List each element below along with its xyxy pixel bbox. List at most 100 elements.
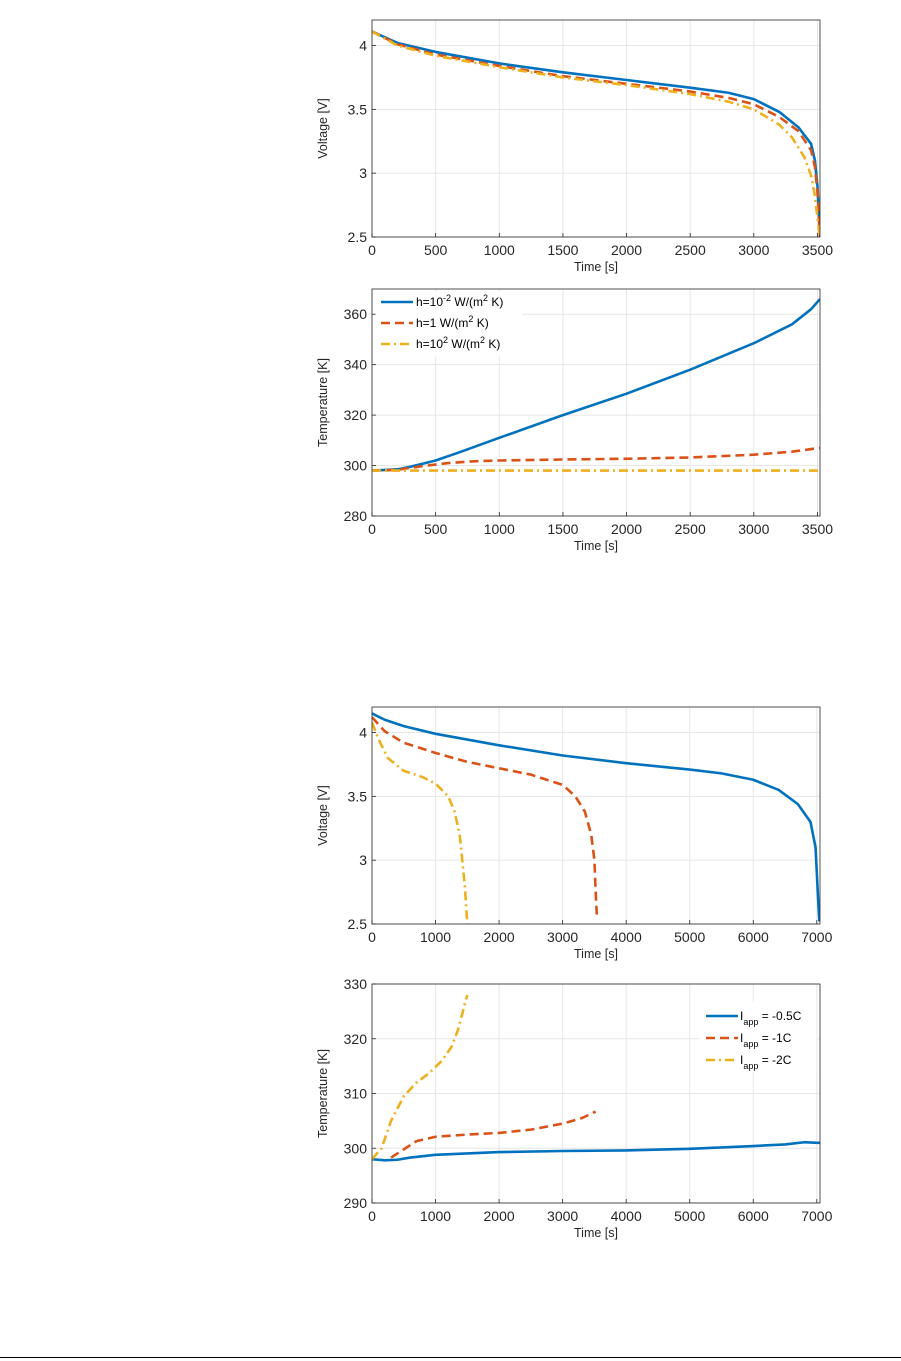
y-tick-label: 300 [344, 1140, 368, 1156]
chart-2: 0 500 1000 1500 2000 2500 3000 3500 280 300 320 340… [316, 288, 833, 553]
y-tick-label: 290 [344, 1195, 368, 1211]
y-axis-label: Temperature [K] [316, 358, 330, 447]
legend-text-part: = -0.5C [758, 1009, 801, 1023]
legend-text-part: K) [473, 316, 488, 330]
x-tick-label: 500 [424, 242, 448, 258]
chart-1: 0 500 1000 1500 2000 2500 3000 3500 2.5 3 3.5 4 Time… [316, 19, 833, 274]
legend-text-part: app [743, 1017, 758, 1027]
y-tick-label: 310 [344, 1086, 368, 1102]
x-tick-label: 1500 [547, 242, 578, 258]
x-tick-label: 2000 [484, 1208, 515, 1224]
plot-area [372, 707, 820, 924]
page-bottom-rule [0, 1357, 901, 1358]
legend-text-part: h=1 W/(m [416, 316, 468, 330]
legend-text-part: 2 [468, 314, 473, 324]
y-tick-label: 3 [359, 165, 367, 181]
x-tick-label: 5000 [674, 1208, 705, 1224]
legend-text-part: I [740, 1009, 743, 1023]
y-tick-label: 4 [359, 38, 367, 54]
x-tick-label: 3000 [547, 929, 578, 945]
legend-text-part: = -1C [758, 1031, 791, 1045]
axes-box [371, 706, 821, 925]
y-tick-label: 2.5 [348, 916, 368, 932]
plot-area [372, 20, 820, 237]
legend-text-part: 2 [443, 335, 448, 345]
legend-text-part: K) [485, 337, 500, 351]
x-tick-label: 2000 [484, 929, 515, 945]
legend-text-part: = -2C [758, 1053, 791, 1067]
x-axis-label: Time [s] [574, 260, 618, 274]
x-tick-label: 1000 [420, 1208, 451, 1224]
legend-text-part: 2 [483, 293, 488, 303]
legend-text-part: -2 [443, 293, 451, 303]
x-axis-label: Time [s] [574, 539, 618, 553]
x-tick-label: 0 [368, 1208, 376, 1224]
x-tick-label: 7000 [801, 929, 832, 945]
x-tick-label: 1500 [547, 521, 578, 537]
legend-text-part: 2 [480, 335, 485, 345]
x-axis-label: Time [s] [574, 1226, 618, 1240]
series-line-3 [372, 30, 820, 238]
legend-text-part: app [743, 1039, 758, 1049]
legend-label-2: Iapp = -1C [740, 1031, 792, 1049]
y-tick-label: 360 [344, 306, 368, 322]
x-tick-label: 2000 [611, 521, 642, 537]
x-tick-label: 3500 [802, 521, 833, 537]
x-tick-label: 3000 [547, 1208, 578, 1224]
legend-text-part: I [740, 1053, 743, 1067]
x-axis-label: Time [s] [574, 947, 618, 961]
x-tick-label: 3000 [738, 242, 769, 258]
y-tick-label: 3.5 [348, 788, 368, 804]
x-tick-label: 2500 [675, 521, 706, 537]
y-tick-label: 280 [344, 508, 368, 524]
x-tick-label: 0 [368, 242, 376, 258]
series-line-1 [372, 30, 820, 238]
legend-text-part: app [743, 1061, 758, 1071]
x-tick-label: 500 [424, 521, 448, 537]
y-tick-label: 300 [344, 458, 368, 474]
x-tick-label: 1000 [420, 929, 451, 945]
x-tick-label: 4000 [611, 1208, 642, 1224]
legend-text-part: I [740, 1031, 743, 1045]
series-line-3 [372, 994, 469, 1161]
series-line-2 [372, 446, 820, 472]
chart-4: 0 1000 2000 3000 4000 5000 6000 7000 290 300 310 32… [316, 976, 833, 1240]
legend-label-1: Iapp = -0.5C [740, 1009, 802, 1027]
axes-box [371, 19, 821, 238]
x-tick-label: 2000 [611, 242, 642, 258]
series-line-2 [372, 716, 599, 918]
legend-label-3: h=102 W/(m2 K) [416, 335, 500, 351]
legend-heat-transfer: h=10-2 W/(m2 K)h=1 W/(m2 K)h=102 W/(m2 K… [375, 291, 523, 357]
series-line-1 [372, 1140, 820, 1162]
x-tick-label: 0 [368, 521, 376, 537]
x-tick-label: 4000 [611, 929, 642, 945]
legend-label-1: h=10-2 W/(m2 K) [416, 293, 503, 309]
series-line-3 [372, 721, 469, 925]
y-axis-label: Voltage [V] [316, 785, 330, 845]
series-line-1 [372, 712, 820, 922]
legend-text-part: K) [488, 295, 503, 309]
x-tick-label: 0 [368, 929, 376, 945]
x-tick-label: 3000 [738, 521, 769, 537]
chart-3: 0 1000 2000 3000 4000 5000 6000 7000 2.5 3 3.5 4 Tim… [316, 706, 833, 961]
y-tick-label: 3.5 [348, 101, 368, 117]
legend-text-part: W/(m [448, 337, 480, 351]
y-tick-label: 4 [359, 725, 367, 741]
y-tick-label: 2.5 [348, 229, 368, 245]
legend-text-part: h=10 [416, 295, 443, 309]
x-tick-label: 3500 [802, 242, 833, 258]
y-tick-label: 340 [344, 357, 368, 373]
y-axis-label: Voltage [V] [316, 98, 330, 158]
x-tick-label: 5000 [674, 929, 705, 945]
x-tick-label: 1000 [484, 242, 515, 258]
axes-box [371, 288, 821, 517]
series-line-2 [390, 1110, 597, 1159]
y-tick-label: 3 [359, 852, 367, 868]
y-tick-label: 320 [344, 1031, 368, 1047]
y-axis-label: Temperature [K] [316, 1049, 330, 1138]
y-tick-label: 320 [344, 407, 368, 423]
legend-label-3: Iapp = -2C [740, 1053, 792, 1071]
x-tick-label: 7000 [801, 1208, 832, 1224]
